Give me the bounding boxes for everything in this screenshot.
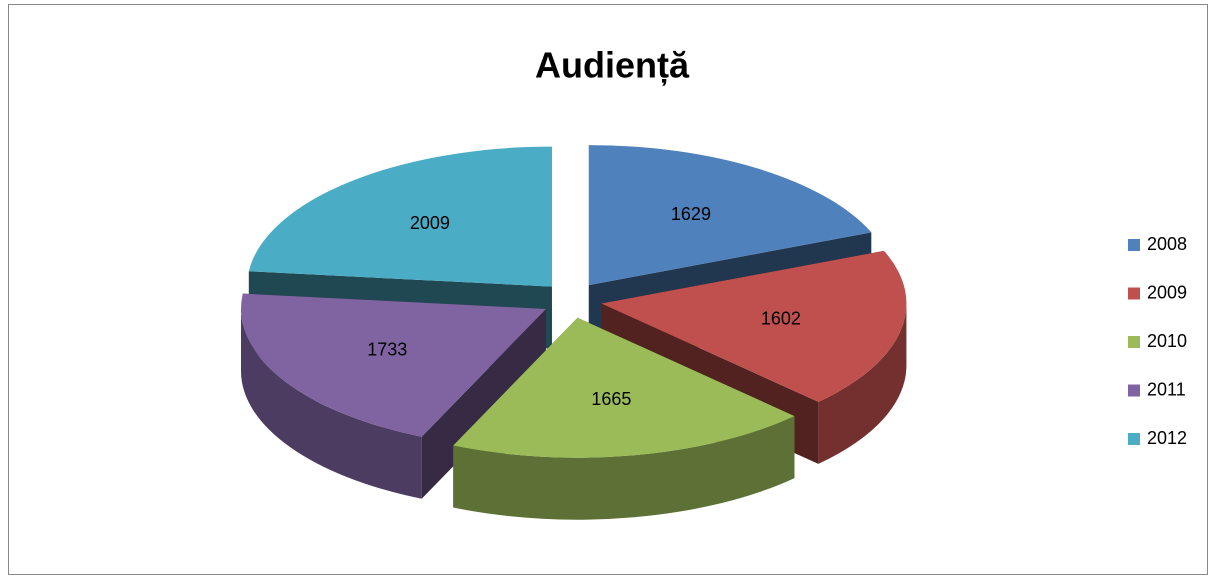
legend-label: 2008 xyxy=(1147,234,1187,254)
legend-swatch xyxy=(1128,239,1140,251)
slice-wall xyxy=(453,416,795,520)
slice-top xyxy=(240,293,546,437)
slice-top xyxy=(588,145,872,286)
slice-wall xyxy=(240,308,422,499)
legend: 2008 2009 2010 2011 2012 xyxy=(1128,234,1187,448)
data-label: 1733 xyxy=(367,340,407,360)
slice-top xyxy=(601,250,907,402)
legend-swatch xyxy=(1128,336,1140,348)
legend-label: 2012 xyxy=(1147,428,1187,448)
slice-top xyxy=(453,317,795,458)
pie: 1629 2009 1602 1733 1665 xyxy=(240,145,907,520)
legend-swatch xyxy=(1128,287,1140,300)
data-label: 1629 xyxy=(671,204,711,224)
data-label: 1602 xyxy=(761,309,801,329)
legend-label: 2010 xyxy=(1147,331,1187,351)
legend-swatch xyxy=(1128,384,1140,397)
legend-label: 2011 xyxy=(1147,379,1186,399)
slice-wall xyxy=(818,303,907,464)
slice: 1665 xyxy=(453,317,795,520)
slice: 1733 xyxy=(240,293,546,499)
legend-swatch xyxy=(1128,433,1140,445)
legend-label: 2009 xyxy=(1147,282,1187,302)
data-label: 1665 xyxy=(591,389,631,409)
slice-top xyxy=(248,146,552,287)
chart-title: Audiență xyxy=(535,45,690,87)
data-label: 2009 xyxy=(410,213,450,233)
